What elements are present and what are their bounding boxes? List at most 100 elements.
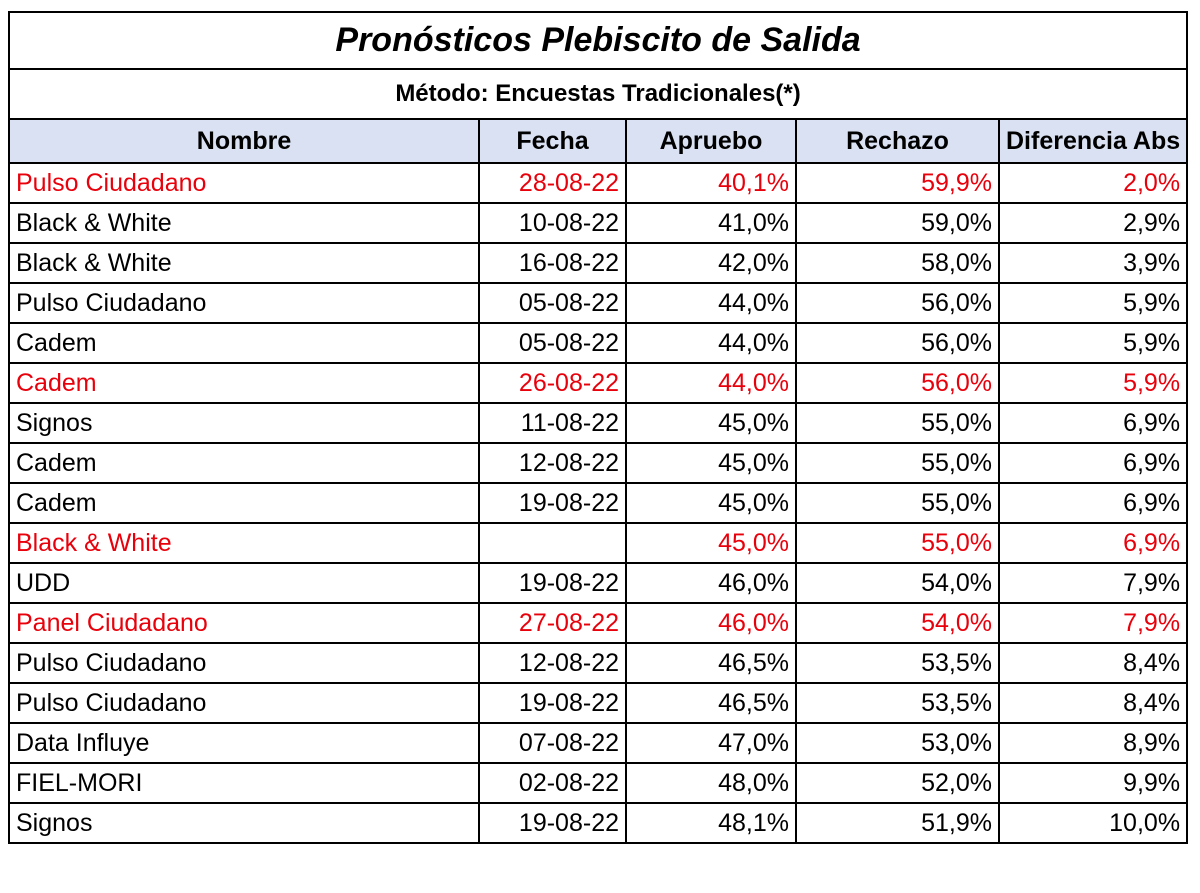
cell-apruebo: 44,0%	[625, 322, 797, 364]
cell-nombre: Data Influye	[8, 722, 480, 764]
cell-nombre: Cadem	[8, 322, 480, 364]
cell-nombre: UDD	[8, 562, 480, 604]
table-row: Data Influye 07-08-22 47,0% 53,0% 8,9%	[8, 722, 1189, 764]
poll-forecast-table: Pronósticos Plebiscito de Salida Método:…	[7, 11, 1189, 844]
cell-rechazo: 54,0%	[795, 562, 1000, 604]
table-row: Black & White 16-08-22 42,0% 58,0% 3,9%	[8, 242, 1189, 284]
cell-apruebo: 46,5%	[625, 682, 797, 724]
cell-nombre: Pulso Ciudadano	[8, 282, 480, 324]
title-row: Pronósticos Plebiscito de Salida	[7, 11, 1189, 70]
cell-fecha: 10-08-22	[478, 202, 627, 244]
cell-apruebo: 48,1%	[625, 802, 797, 844]
cell-diferencia: 8,4%	[997, 642, 1189, 684]
cell-nombre: Black & White	[8, 522, 480, 564]
cell-fecha: 16-08-22	[478, 242, 627, 284]
table-row: Panel Ciudadano 27-08-22 46,0% 54,0% 7,9%	[8, 602, 1189, 644]
cell-fecha: 27-08-22	[478, 602, 627, 644]
cell-nombre: Cadem	[8, 482, 480, 524]
cell-rechazo: 53,0%	[795, 722, 1000, 764]
cell-diferencia: 5,9%	[997, 322, 1189, 364]
cell-rechazo: 56,0%	[795, 282, 1000, 324]
cell-nombre: Pulso Ciudadano	[8, 162, 480, 204]
table-row: UDD 19-08-22 46,0% 54,0% 7,9%	[8, 562, 1189, 604]
cell-diferencia: 6,9%	[997, 442, 1189, 484]
cell-nombre: Signos	[8, 402, 480, 444]
table-row: Pulso Ciudadano 19-08-22 46,5% 53,5% 8,4%	[8, 682, 1189, 724]
cell-diferencia: 2,0%	[997, 162, 1189, 204]
cell-fecha: 12-08-22	[478, 442, 627, 484]
column-header-fecha: Fecha	[478, 118, 627, 164]
cell-apruebo: 46,0%	[625, 562, 797, 604]
cell-apruebo: 48,0%	[625, 762, 797, 804]
cell-diferencia: 9,9%	[997, 762, 1189, 804]
table-row: Black & White 45,0% 55,0% 6,9%	[8, 522, 1189, 564]
table-row: Signos 11-08-22 45,0% 55,0% 6,9%	[8, 402, 1189, 444]
cell-fecha: 19-08-22	[478, 802, 627, 844]
cell-diferencia: 6,9%	[997, 402, 1189, 444]
cell-apruebo: 44,0%	[625, 282, 797, 324]
cell-fecha: 19-08-22	[478, 682, 627, 724]
cell-diferencia: 6,9%	[997, 522, 1189, 564]
cell-nombre: Black & White	[8, 202, 480, 244]
table-row: Cadem 05-08-22 44,0% 56,0% 5,9%	[8, 322, 1189, 364]
cell-rechazo: 55,0%	[795, 522, 1000, 564]
cell-fecha: 05-08-22	[478, 322, 627, 364]
cell-diferencia: 2,9%	[997, 202, 1189, 244]
column-header-nombre: Nombre	[8, 118, 480, 164]
cell-nombre: Cadem	[8, 442, 480, 484]
table-row: Pulso Ciudadano 28-08-22 40,1% 59,9% 2,0%	[8, 162, 1189, 204]
cell-nombre: Panel Ciudadano	[8, 602, 480, 644]
table-row: FIEL-MORI 02-08-22 48,0% 52,0% 9,9%	[8, 762, 1189, 804]
cell-diferencia: 5,9%	[997, 282, 1189, 324]
cell-fecha: 11-08-22	[478, 402, 627, 444]
cell-rechazo: 56,0%	[795, 362, 1000, 404]
cell-nombre: Pulso Ciudadano	[8, 642, 480, 684]
cell-rechazo: 55,0%	[795, 402, 1000, 444]
cell-rechazo: 55,0%	[795, 442, 1000, 484]
table-row: Pulso Ciudadano 12-08-22 46,5% 53,5% 8,4%	[8, 642, 1189, 684]
subtitle-row: Método: Encuestas Tradicionales(*)	[7, 68, 1189, 120]
cell-nombre: Cadem	[8, 362, 480, 404]
table-row: Signos 19-08-22 48,1% 51,9% 10,0%	[8, 802, 1189, 844]
cell-diferencia: 7,9%	[997, 602, 1189, 644]
cell-apruebo: 46,5%	[625, 642, 797, 684]
cell-fecha: 28-08-22	[478, 162, 627, 204]
cell-diferencia: 10,0%	[997, 802, 1189, 844]
cell-diferencia: 7,9%	[997, 562, 1189, 604]
cell-fecha: 02-08-22	[478, 762, 627, 804]
table-row: Pulso Ciudadano 05-08-22 44,0% 56,0% 5,9%	[8, 282, 1189, 324]
table-row: Black & White 10-08-22 41,0% 59,0% 2,9%	[8, 202, 1189, 244]
cell-apruebo: 42,0%	[625, 242, 797, 284]
cell-fecha: 19-08-22	[478, 482, 627, 524]
cell-nombre: Signos	[8, 802, 480, 844]
cell-rechazo: 54,0%	[795, 602, 1000, 644]
cell-rechazo: 52,0%	[795, 762, 1000, 804]
cell-apruebo: 45,0%	[625, 442, 797, 484]
cell-nombre: Pulso Ciudadano	[8, 682, 480, 724]
cell-fecha: 19-08-22	[478, 562, 627, 604]
cell-nombre: FIEL-MORI	[8, 762, 480, 804]
cell-diferencia: 6,9%	[997, 482, 1189, 524]
cell-nombre: Black & White	[8, 242, 480, 284]
cell-rechazo: 53,5%	[795, 682, 1000, 724]
cell-diferencia: 8,9%	[997, 722, 1189, 764]
cell-fecha	[478, 522, 627, 564]
cell-fecha: 05-08-22	[478, 282, 627, 324]
table-subtitle: Método: Encuestas Tradicionales(*)	[7, 68, 1189, 120]
table-row: Cadem 19-08-22 45,0% 55,0% 6,9%	[8, 482, 1189, 524]
header-row: Nombre Fecha Apruebo Rechazo Diferencia …	[8, 118, 1189, 164]
cell-apruebo: 40,1%	[625, 162, 797, 204]
cell-diferencia: 5,9%	[997, 362, 1189, 404]
column-header-rechazo: Rechazo	[795, 118, 1000, 164]
table-title: Pronósticos Plebiscito de Salida	[7, 11, 1189, 70]
column-header-apruebo: Apruebo	[625, 118, 797, 164]
cell-apruebo: 46,0%	[625, 602, 797, 644]
cell-diferencia: 8,4%	[997, 682, 1189, 724]
cell-rechazo: 56,0%	[795, 322, 1000, 364]
cell-fecha: 07-08-22	[478, 722, 627, 764]
cell-fecha: 26-08-22	[478, 362, 627, 404]
cell-rechazo: 51,9%	[795, 802, 1000, 844]
cell-apruebo: 45,0%	[625, 482, 797, 524]
cell-diferencia: 3,9%	[997, 242, 1189, 284]
column-header-diferencia: Diferencia Abs	[997, 118, 1189, 164]
